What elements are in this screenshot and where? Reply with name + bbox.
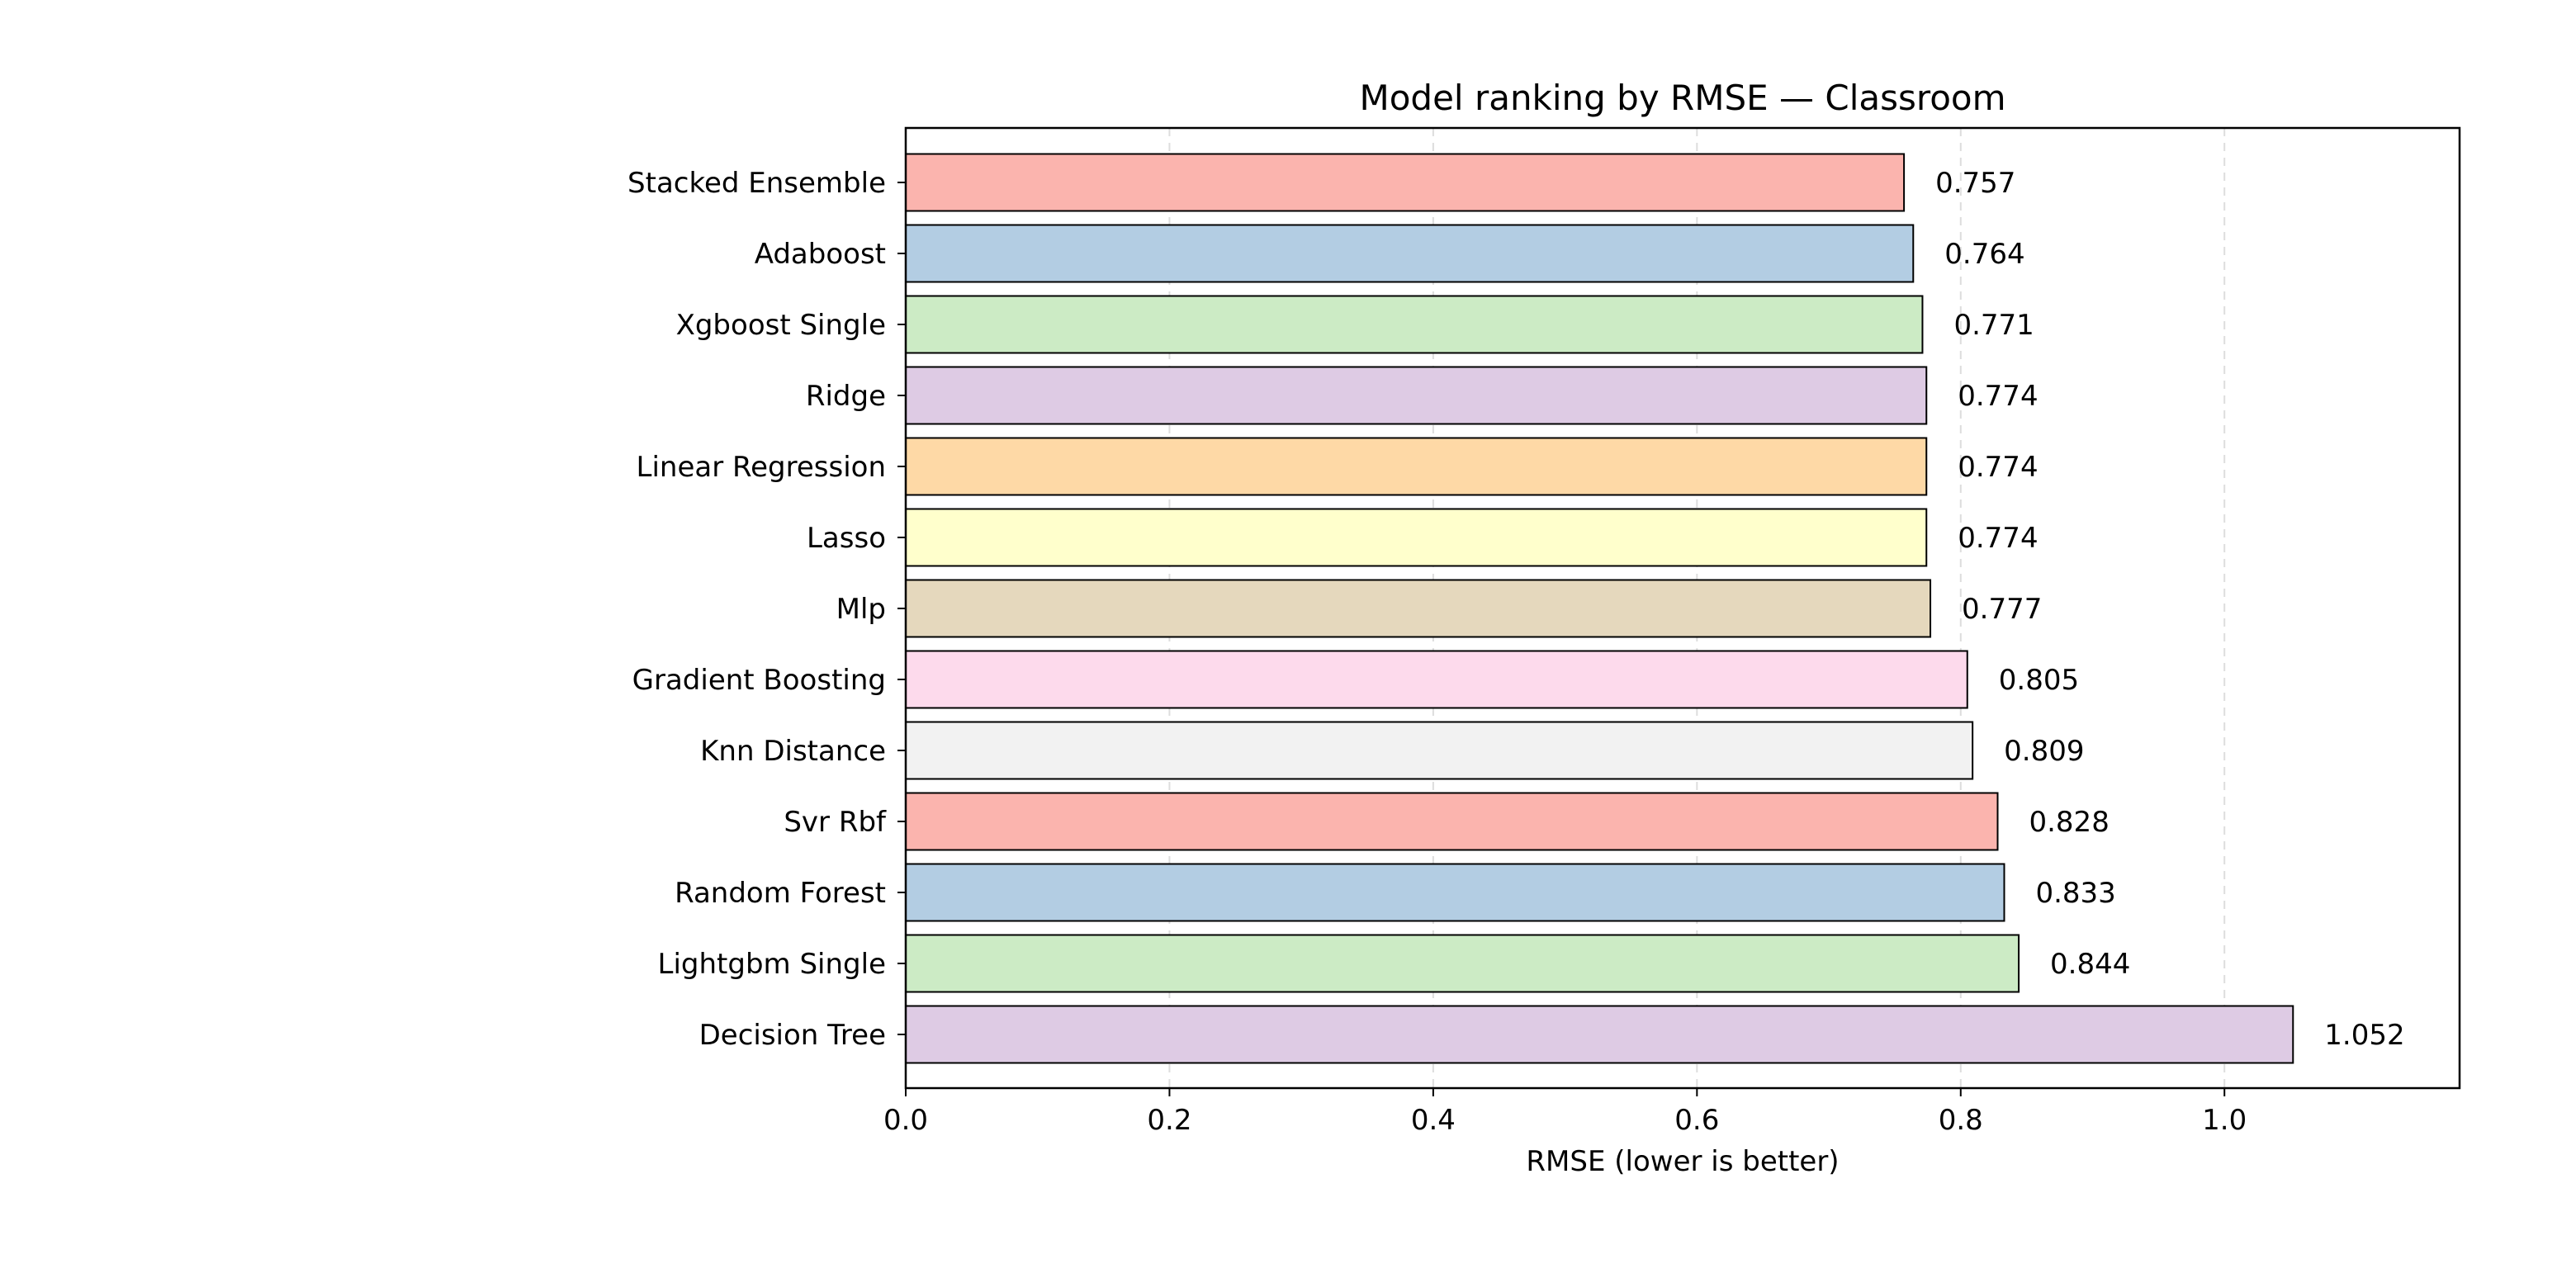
y-tick-label: Lasso [807,522,886,555]
y-tick-label: Lightgbm Single [658,948,886,981]
value-labels: 0.757 0.764 0.771 0.774 0.774 0.774 0.777 0.805… [1935,167,2405,1052]
x-tick-label: 1.0 [2202,1104,2247,1137]
x-tick-label: 0.2 [1147,1104,1191,1137]
bar [905,366,1928,425]
x-tick-label: 0.8 [1939,1104,1983,1137]
bar [905,224,1915,283]
bar-value-label: 0.774 [1958,522,2038,555]
bar-value-label: 0.828 [2029,806,2109,839]
x-tick-label: 0.6 [1674,1104,1719,1137]
bar-value-label: 0.844 [2050,948,2130,981]
bar-value-label: 1.052 [2324,1019,2404,1052]
y-tick-label: Mlp [836,593,886,626]
bar-value-label: 0.777 [1962,593,2042,626]
bar-value-label: 0.771 [1953,309,2034,342]
bar-value-label: 0.805 [1999,664,2079,697]
bar-value-label: 0.809 [2004,735,2084,768]
bar [905,295,1924,354]
y-axis: Stacked Ensemble Adaboost Xgboost Single Ri… [627,167,906,1052]
bar [905,721,1974,780]
bar [905,579,1932,638]
bar [905,863,2005,922]
y-tick-label: Ridge [806,380,886,413]
bar [905,1005,2294,1064]
y-tick-label: Stacked Ensemble [627,167,886,200]
y-tick-label: Svr Rbf [784,806,887,839]
y-tick-label: Adaboost [755,238,886,271]
x-tick-label: 0.4 [1411,1104,1456,1137]
bar [905,437,1928,496]
bar [905,650,1968,709]
x-axis-label: RMSE (lower is better) [1526,1145,1839,1178]
y-tick-label: Decision Tree [699,1019,886,1052]
y-tick-label: Linear Regression [637,451,886,484]
x-tick-label: 0.0 [883,1104,928,1137]
y-tick-label: Gradient Boosting [632,664,886,697]
y-tick-label: Knn Distance [700,735,886,768]
bar-value-label: 0.764 [1944,238,2024,271]
chart-title: Model ranking by RMSE — Classroom [1359,78,2005,118]
y-tick-label: Random Forest [675,877,886,910]
bar-value-label: 0.833 [2035,877,2115,910]
bar-value-label: 0.774 [1958,451,2038,484]
bar-value-label: 0.774 [1958,380,2038,413]
bar [905,792,1999,851]
bars [905,153,2294,1064]
y-tick-label: Xgboost Single [676,309,886,342]
bar-value-label: 0.757 [1935,167,2015,200]
bar [905,508,1928,567]
x-axis: 0.0 0.2 0.4 0.6 0.8 1.0 [883,1088,2247,1137]
bar [905,153,1906,212]
bar [905,934,2020,993]
